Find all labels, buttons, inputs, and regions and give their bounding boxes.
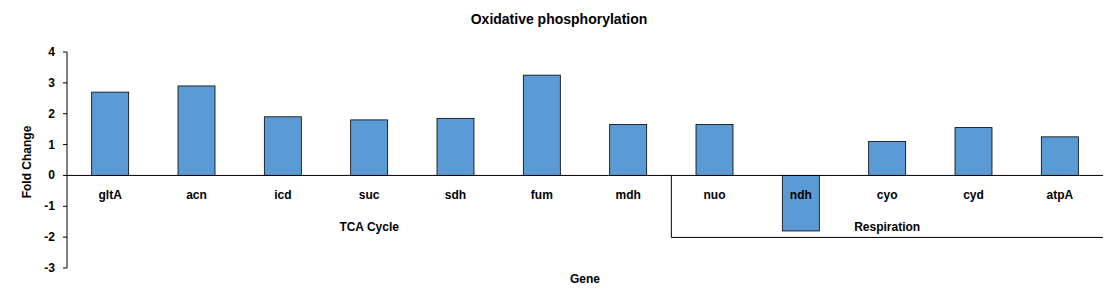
x-axis-title: Gene	[570, 272, 600, 286]
bar	[523, 75, 560, 175]
y-tick-label: 0	[48, 168, 55, 182]
x-tick-label: nuo	[704, 188, 726, 202]
y-tick	[63, 52, 67, 53]
y-tick-label: -3	[44, 261, 55, 275]
y-tick	[63, 144, 67, 145]
x-tick-label: cyd	[963, 188, 984, 202]
x-axis	[67, 175, 1103, 176]
group-label: Respiration	[854, 220, 920, 234]
x-tick-label: gltA	[99, 188, 123, 202]
bars	[92, 75, 1079, 231]
x-tick-label: sdh	[445, 188, 466, 202]
bar	[264, 117, 301, 176]
y-tick	[63, 206, 67, 207]
y-tick	[63, 82, 67, 83]
y-axis-title: Fold Change	[20, 125, 34, 198]
bar	[351, 120, 388, 176]
bar	[955, 128, 992, 176]
x-tick-label: ndh	[790, 188, 812, 202]
x-tick-label: suc	[359, 188, 380, 202]
y-tick-label: 1	[48, 138, 55, 152]
y-axis	[67, 52, 68, 268]
y-tick-label: -2	[44, 230, 55, 244]
group-line	[671, 237, 1103, 238]
group-divider	[671, 175, 672, 237]
x-tick-label: icd	[274, 188, 291, 202]
bar	[92, 92, 129, 175]
title: Oxidative phosphorylation	[471, 11, 648, 27]
x-tick-label: mdh	[615, 188, 640, 202]
group-label: TCA Cycle	[339, 220, 399, 234]
x-tick-label: cyo	[877, 188, 898, 202]
bar	[178, 86, 215, 175]
bar	[782, 175, 819, 231]
bar	[1041, 137, 1078, 176]
x-tick-label: fum	[531, 188, 553, 202]
bar	[696, 125, 733, 176]
bar	[437, 118, 474, 175]
y-tick	[63, 113, 67, 114]
y-tick-label: 2	[48, 107, 55, 121]
x-tick-label: atpA	[1046, 188, 1073, 202]
y-tick	[63, 237, 67, 238]
chart: Oxidative phosphorylation -3 -2 -1 0 1 2 3 4 gltA…	[0, 0, 1118, 305]
y-tick	[63, 175, 67, 176]
bar	[610, 125, 647, 176]
x-tick-label: acn	[186, 188, 207, 202]
y-tick-label: -1	[44, 199, 55, 213]
y-tick-label: 3	[48, 76, 55, 90]
y-tick	[63, 268, 67, 269]
y-tick-label: 4	[48, 45, 55, 59]
bar	[869, 141, 906, 175]
